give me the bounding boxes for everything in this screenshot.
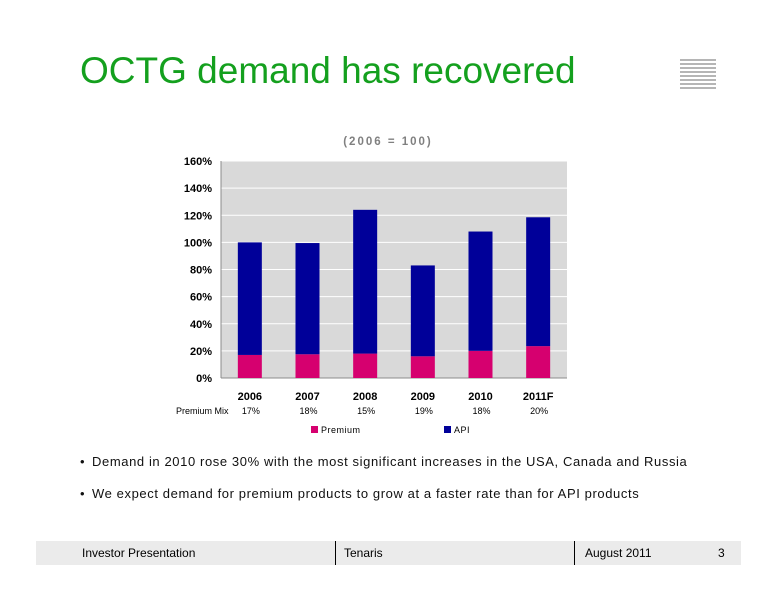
premium-mix-label: Premium Mix — [176, 406, 229, 416]
bar-api — [353, 209, 378, 354]
y-tick-label: 40% — [190, 319, 212, 331]
footer-company-label: Tenaris — [344, 546, 383, 560]
y-tick-label: 120% — [184, 210, 212, 222]
tenaris-stripes-logo-icon — [680, 59, 716, 91]
footer-divider — [574, 541, 575, 565]
bar-api — [468, 231, 493, 351]
legend-label-premium: Premium — [321, 425, 361, 435]
bar-api — [237, 242, 262, 355]
y-tick-label: 80% — [190, 265, 212, 277]
footer-presentation-label: Investor Presentation — [82, 546, 196, 560]
bar-api — [295, 243, 320, 355]
bullet-list: • Demand in 2010 rose 30% with the most s… — [80, 454, 687, 518]
legend-label-api: API — [454, 425, 470, 435]
footer-page-number: 3 — [718, 546, 725, 560]
bar-premium — [237, 354, 262, 378]
slide-title: OCTG demand has recovered — [80, 50, 576, 91]
y-tick-label: 160% — [184, 156, 212, 168]
footer-date: August 2011 — [585, 546, 652, 560]
premium-mix-value: 19% — [415, 406, 433, 416]
bar-premium — [353, 353, 378, 378]
y-tick-label: 60% — [190, 292, 212, 304]
y-tick-label: 100% — [184, 237, 212, 249]
bullet-item: • We expect demand for premium products t… — [80, 486, 640, 501]
bar-api — [526, 217, 551, 347]
chart-subtitle: (2006 = 100) — [343, 136, 433, 148]
bar-api — [410, 265, 435, 357]
premium-mix-value: 15% — [357, 406, 375, 416]
x-tick-label: 2009 — [411, 391, 435, 403]
premium-mix-value: 20% — [530, 406, 548, 416]
x-tick-label: 2007 — [295, 391, 319, 403]
bar-premium — [526, 346, 551, 378]
premium-mix-value: 18% — [299, 406, 317, 416]
bar-premium — [410, 356, 435, 378]
x-tick-label: 2006 — [238, 391, 262, 403]
legend-swatch-premium — [311, 426, 318, 433]
footer-bar: Investor Presentation Tenaris August 201… — [36, 541, 741, 565]
bar-premium — [468, 350, 493, 378]
x-tick-label: 2008 — [353, 391, 377, 403]
y-tick-label: 0% — [196, 373, 212, 385]
premium-mix-value: 18% — [472, 406, 490, 416]
bar-premium — [295, 354, 320, 378]
y-tick-label: 140% — [184, 183, 212, 195]
footer-divider — [335, 541, 336, 565]
bullet-item: • Demand in 2010 rose 30% with the most s… — [80, 454, 688, 469]
bullet-text: We expect demand for premium products to… — [92, 486, 640, 501]
legend-swatch-api — [444, 426, 451, 433]
bullet-text: Demand in 2010 rose 30% with the most si… — [92, 454, 688, 469]
x-tick-label: 2011F — [523, 391, 554, 403]
premium-mix-value: 17% — [242, 406, 260, 416]
y-tick-label: 20% — [190, 346, 212, 358]
x-tick-label: 2010 — [468, 391, 492, 403]
